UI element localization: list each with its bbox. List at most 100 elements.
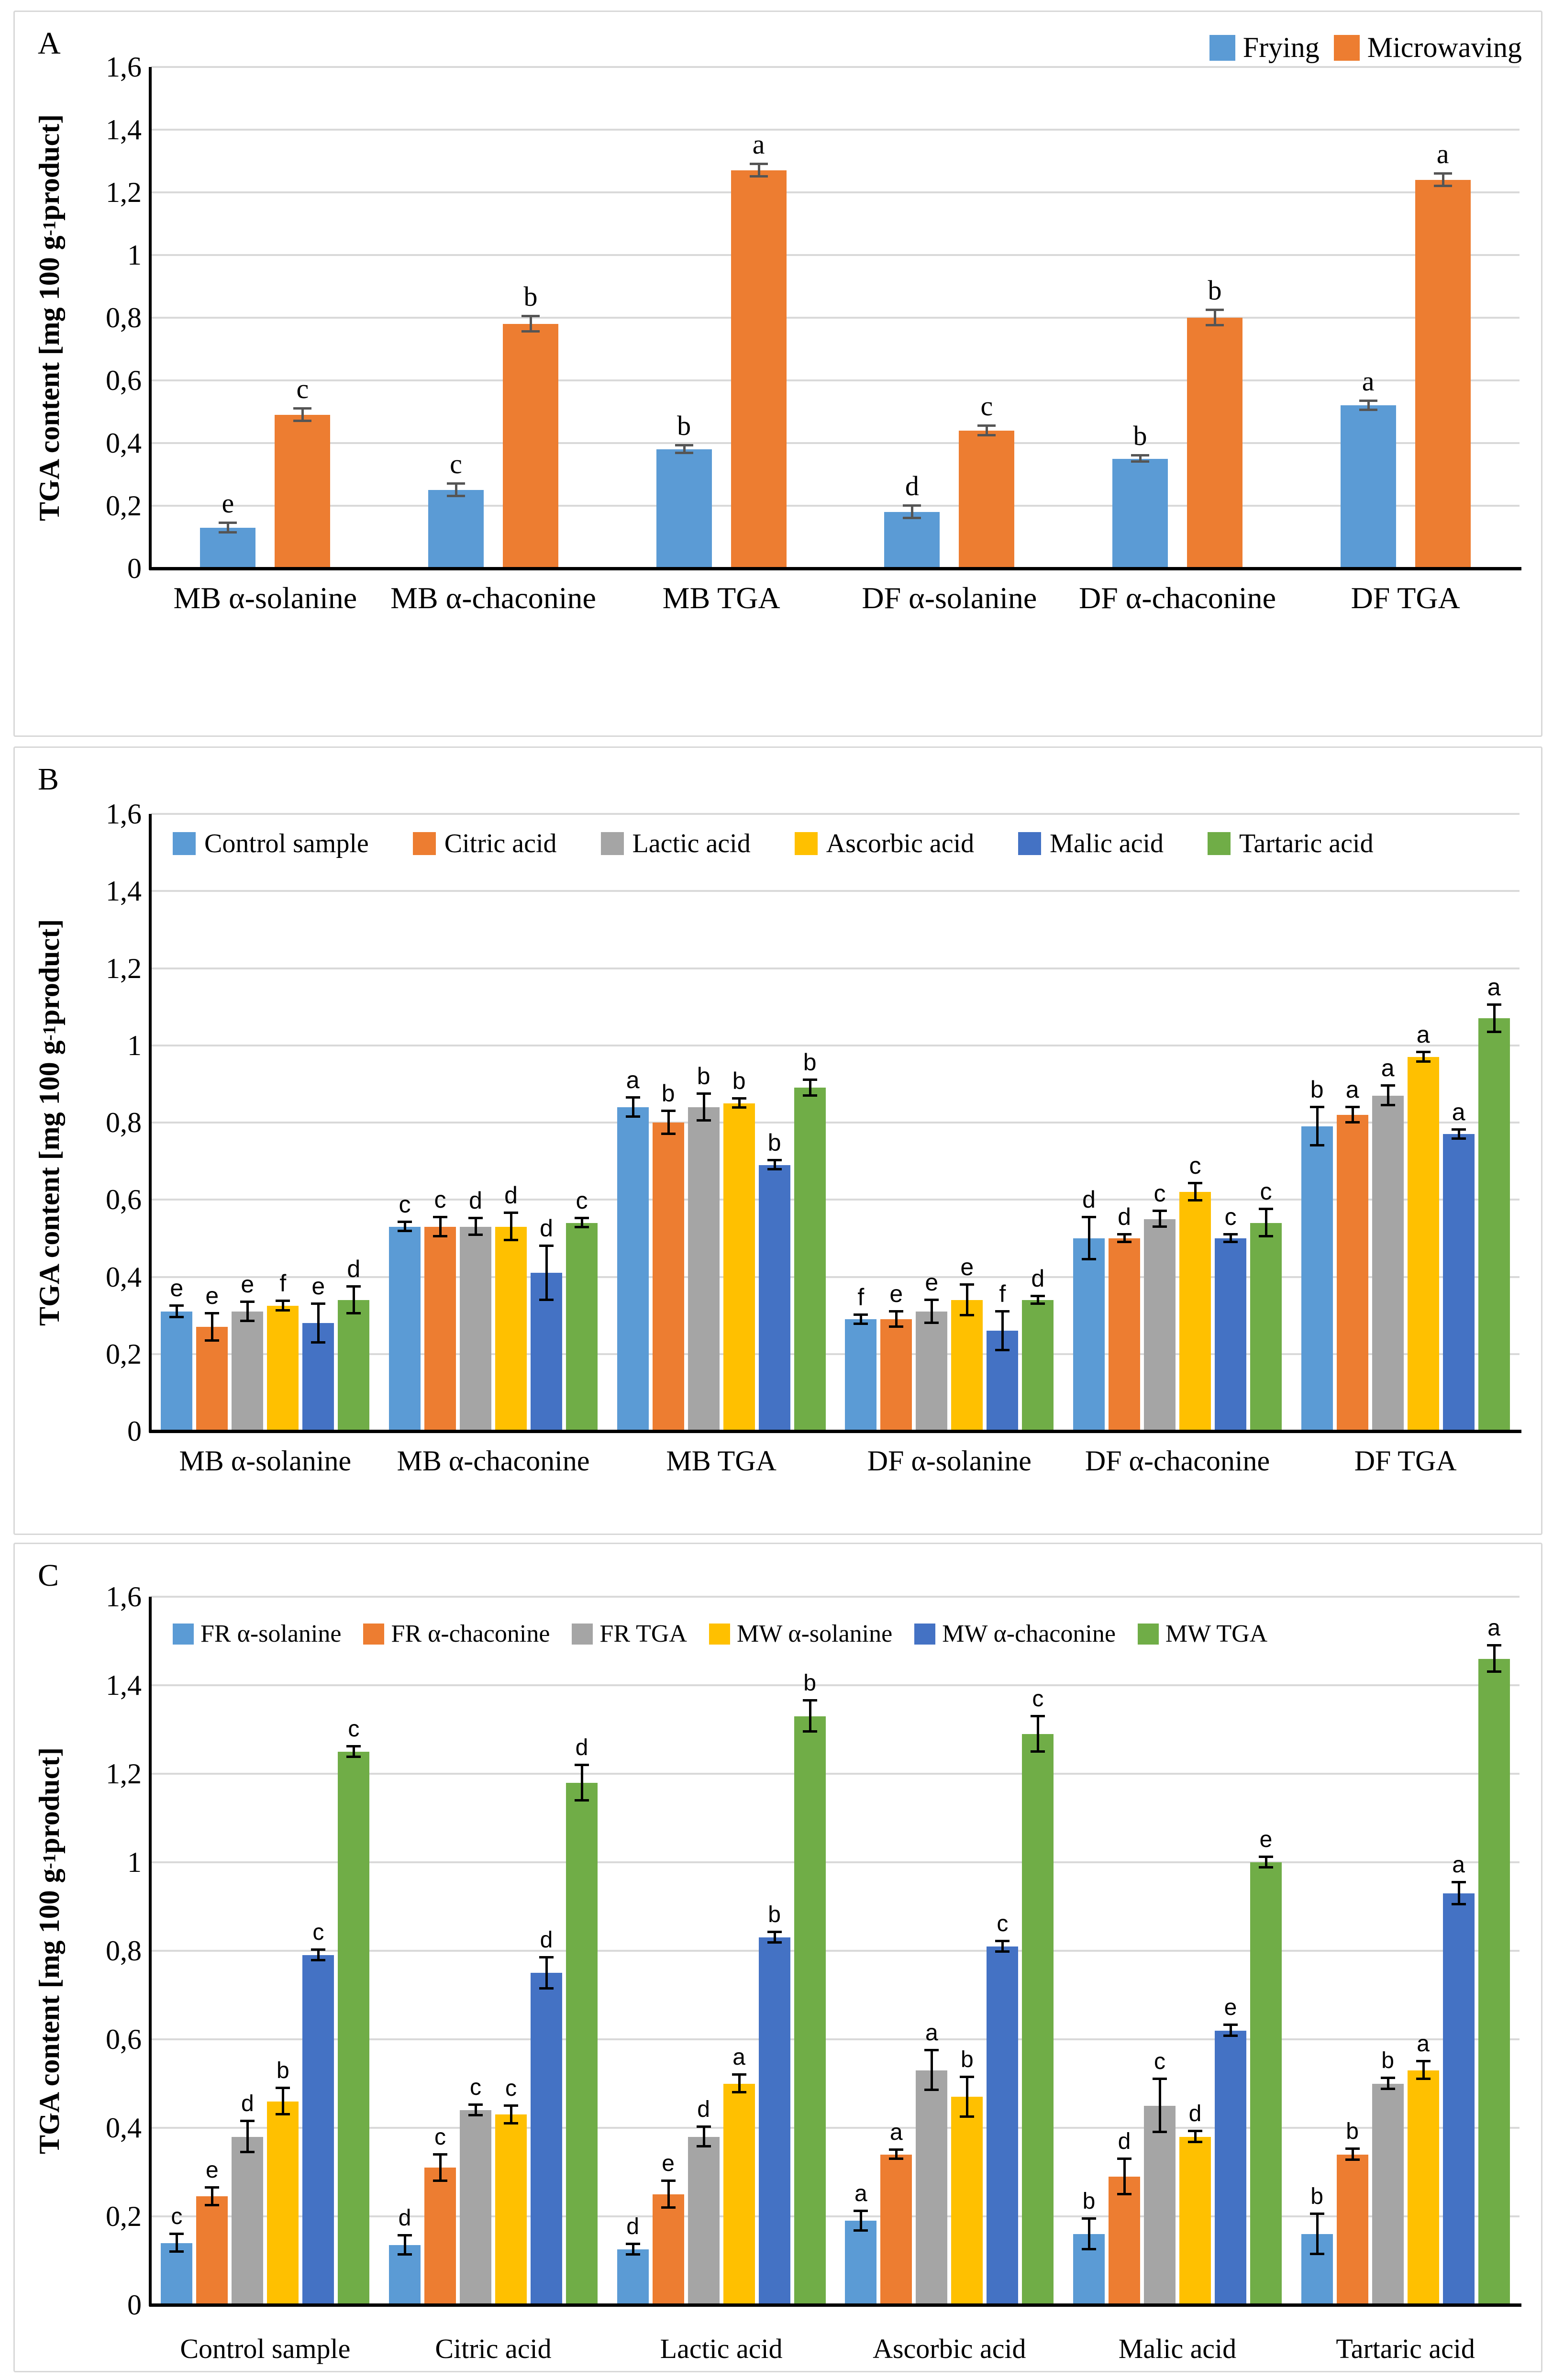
error-bar-cap: [802, 1079, 817, 1081]
bar: [566, 1223, 598, 1431]
error-bar-cap: [1223, 1240, 1238, 1243]
bar-wrapper: b: [502, 282, 558, 568]
bar-wrapper: c: [1250, 1179, 1282, 1431]
bar-wrapper: c: [1022, 1687, 1054, 2305]
bar: [916, 1312, 948, 1431]
error-bar-cap: [1117, 1233, 1131, 1235]
bar: [1372, 2083, 1404, 2305]
bar-wrapper: d: [530, 1216, 562, 1431]
error-bar-cap: [1187, 1199, 1202, 1201]
bar-wrapper: d: [530, 1928, 562, 2305]
bar-wrapper: e: [161, 1276, 193, 1431]
sig-letter: a: [1452, 1852, 1465, 1878]
sig-letter: c: [469, 2074, 481, 2100]
error-bar-cap: [732, 2073, 746, 2076]
error-bar-cap: [1309, 1144, 1324, 1147]
error-bar: [176, 2234, 178, 2252]
error-bar-cap: [293, 420, 312, 423]
error-bar-cap: [293, 407, 312, 410]
bar: [951, 1300, 983, 1431]
sig-letter: a: [1345, 1076, 1359, 1103]
bar-wrapper: b: [656, 412, 712, 568]
bar: [1407, 2070, 1439, 2305]
panel-b-label: B: [38, 762, 59, 797]
bar: [880, 1319, 912, 1431]
bar: [267, 1305, 299, 1431]
bar: [987, 1946, 1019, 2305]
error-bar: [1422, 1052, 1425, 1062]
error-bar: [632, 1097, 634, 1117]
bar: [1179, 1192, 1211, 1431]
error-bar-cap: [696, 2125, 711, 2128]
bar: [617, 1107, 649, 1431]
bar: [1250, 1223, 1282, 1431]
error-bar-cap: [802, 1730, 817, 1733]
sig-letter: a: [1362, 365, 1375, 397]
sig-letter: c: [1154, 2049, 1165, 2075]
x-category-label: DF α-solanine: [862, 581, 1037, 615]
error-bar: [211, 2187, 214, 2205]
bar-wrapper: e: [1250, 1828, 1282, 2305]
error-bar-cap: [1031, 1750, 1045, 1753]
error-bar: [510, 1213, 512, 1240]
sig-letter: d: [398, 2205, 411, 2231]
sig-letter: c: [1032, 1686, 1044, 1712]
bar: [1478, 1658, 1510, 2305]
sig-letter: e: [241, 1270, 255, 1298]
error-bar-cap: [1081, 2248, 1096, 2251]
error-bar: [966, 2077, 969, 2117]
legend-swatch: [412, 832, 436, 855]
sig-letter: c: [171, 2204, 183, 2229]
bar: [656, 449, 712, 568]
bar-wrapper: a: [1336, 1078, 1368, 1431]
bar: [267, 2101, 299, 2305]
error-bar-cap: [346, 1755, 361, 1758]
error-bar: [1316, 2214, 1319, 2254]
error-bar-cap: [802, 1699, 817, 1702]
sig-letter: b: [276, 2057, 289, 2083]
x-category-label: MB α-chaconine: [397, 1445, 590, 1477]
bar-wrapper: d: [388, 2206, 421, 2305]
sig-letter: a: [752, 129, 765, 160]
y-tick-label: 1: [127, 1846, 142, 1878]
legend-swatch: [709, 1623, 730, 1645]
x-category-label: MB TGA: [666, 1445, 776, 1477]
legend-label: Tartaric acid: [1239, 829, 1374, 858]
error-bar: [580, 1765, 583, 1801]
error-bar: [667, 1111, 670, 1134]
error-bar-cap: [675, 444, 693, 447]
bar-wrapper: e: [232, 1272, 264, 1431]
bar-wrapper: d: [1073, 1188, 1105, 1431]
error-bar-cap: [1152, 1210, 1167, 1212]
sig-letter: b: [1310, 2184, 1324, 2210]
error-bar-cap: [1031, 1714, 1045, 1717]
bar: [530, 1973, 562, 2305]
panel-a-label: A: [38, 26, 61, 61]
error-bar-cap: [1416, 1051, 1431, 1054]
bar: [232, 2136, 264, 2305]
error-bar-cap: [346, 1745, 361, 1747]
error-bar: [176, 1305, 178, 1318]
legend-label: Citric acid: [444, 829, 557, 858]
bar: [1108, 1238, 1140, 1431]
sig-letter: e: [1259, 1826, 1273, 1852]
error-bar-cap: [346, 1285, 361, 1288]
gridline: [151, 1122, 1520, 1123]
bar-wrapper: a: [1415, 140, 1471, 568]
error-bar-cap: [889, 1310, 904, 1313]
bar-wrapper: b: [951, 2048, 983, 2305]
error-bar-cap: [1258, 1866, 1273, 1869]
legend-swatch: [1018, 832, 1042, 855]
gridline: [151, 967, 1520, 969]
bar-wrapper: d: [688, 2098, 720, 2305]
sig-letter: c: [450, 448, 462, 480]
bar: [196, 1327, 228, 1431]
error-bar-cap: [625, 1096, 640, 1099]
y-tick-label: 0,8: [106, 1107, 142, 1138]
bar: [1143, 2105, 1176, 2305]
sig-letter: b: [1346, 2119, 1359, 2145]
bar-wrapper: f: [845, 1285, 877, 1431]
y-tick-label: 0: [127, 1415, 142, 1447]
sig-letter: e: [960, 1253, 974, 1280]
